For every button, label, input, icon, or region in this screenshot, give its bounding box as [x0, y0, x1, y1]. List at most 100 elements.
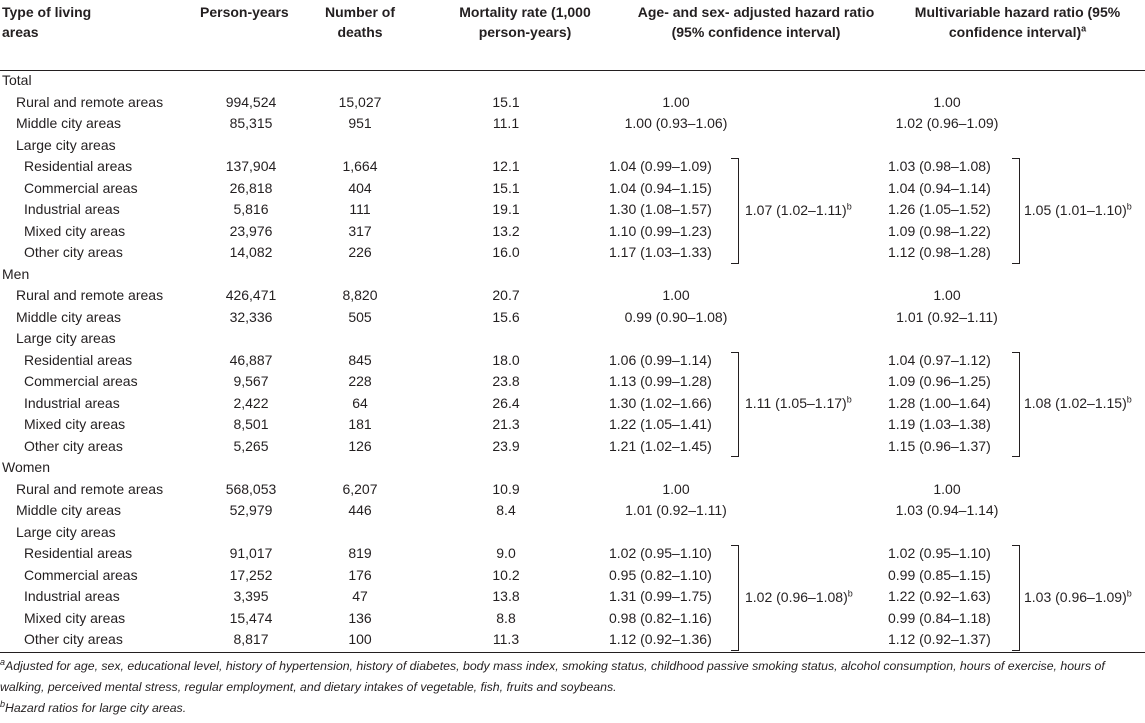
- adjusted-hr-bracket: [731, 351, 739, 457]
- multivariable-hr-cell: 1.03 (0.98–1.08): [888, 158, 991, 174]
- header-mortality: Mortality rate (1,000 person-years): [459, 4, 591, 40]
- mortality-cell: 16.0: [492, 244, 520, 260]
- living-area-label: Commercial areas: [24, 179, 138, 196]
- header-adjusted-hr: Age- and sex- adjusted hazard ratio (95%…: [637, 4, 875, 40]
- mortality-cell: 13.8: [492, 588, 520, 604]
- adjusted-hr-cell: 0.95 (0.82–1.10): [609, 566, 712, 583]
- living-area-label: Industrial areas: [24, 588, 120, 604]
- adjusted-hr-cell: 1.21 (1.02–1.45): [609, 437, 712, 454]
- living-area-label: Residential areas: [24, 545, 133, 561]
- person-years-cell: 91,017: [229, 545, 273, 561]
- footnote-a-mark: a: [0, 656, 6, 667]
- living-area-label: Rural and remote areas: [16, 93, 164, 110]
- mortality-cell: 19.1: [492, 201, 520, 217]
- mortality-cell: 10.2: [492, 566, 520, 583]
- mortality-cell: 8.8: [496, 609, 516, 626]
- person-years-cell: 5,816: [233, 201, 269, 217]
- person-years-cell: 32,336: [229, 308, 273, 325]
- living-area-label: Residential areas: [24, 351, 133, 368]
- living-area-label: Industrial areas: [24, 201, 120, 217]
- pooled-adjusted-hr-value: 1.11 (1.05–1.17): [745, 395, 847, 412]
- multivariable-hr-cell: 1.00: [933, 287, 961, 303]
- deaths-cell: 951: [348, 115, 372, 131]
- section-header-row: Women: [0, 457, 1145, 479]
- person-years-cell: 9,567: [233, 373, 269, 389]
- multivariable-hr-cell: 1.19 (1.03–1.38): [888, 416, 991, 432]
- table-row: Industrial areas 5,816 111 19.1 1.30 (1.08–1…: [0, 199, 1145, 221]
- table-row: Other city areas 14,082 226 16.0 1.17 (1.03–…: [0, 242, 1145, 264]
- multivariable-hr-cell: 1.26 (1.05–1.52): [888, 201, 991, 217]
- multivariable-hr-cell: 1.03 (0.94–1.14): [895, 502, 999, 518]
- person-years-cell: 26,818: [229, 179, 273, 196]
- section-header-row: Men: [0, 264, 1145, 286]
- pooled-multivariable-hr: 1.05 (1.01–1.10)b: [1024, 201, 1132, 219]
- adjusted-hr-cell: 1.00: [662, 93, 690, 110]
- person-years-cell: 46,887: [229, 351, 273, 368]
- footnote-a-text: Adjusted for age, sex, educational level…: [0, 659, 1105, 694]
- adjusted-hr-cell: 0.99 (0.90–1.08): [624, 308, 728, 325]
- header-multivariable-hr-text: Multivariable hazard ratio (95% confiden…: [914, 4, 1121, 40]
- header-person-years: Person-years: [200, 4, 289, 20]
- multivariable-hr-cell: 1.02 (0.96–1.09): [895, 115, 999, 131]
- person-years-cell: 137,904: [225, 158, 277, 174]
- header-deaths: Number of deaths: [325, 4, 395, 40]
- pooled-adjusted-hr-value: 1.07 (1.02–1.11): [745, 201, 847, 218]
- person-years-cell: 14,082: [229, 244, 273, 260]
- pooled-footnote-mark: b: [1126, 588, 1132, 599]
- mortality-cell: 11.1: [492, 115, 520, 131]
- mortality-cell: 23.9: [492, 437, 520, 454]
- deaths-cell: 8,820: [342, 287, 378, 303]
- multivariable-hr-bracket: [1012, 351, 1020, 457]
- multivariable-hr-cell: 0.99 (0.84–1.18): [888, 609, 991, 626]
- person-years-cell: 8,817: [233, 631, 269, 647]
- multivariable-hr-cell: 1.22 (0.92–1.63): [888, 588, 991, 604]
- living-area-label: Other city areas: [24, 631, 123, 647]
- table-row: Mixed city areas 8,501 181 21.3 1.22 (1.05–1…: [0, 414, 1145, 436]
- living-area-label: Middle city areas: [16, 115, 122, 131]
- deaths-cell: 446: [348, 502, 372, 518]
- deaths-cell: 100: [348, 631, 372, 647]
- mortality-cell: 12.1: [492, 158, 520, 174]
- deaths-cell: 1,664: [342, 158, 378, 174]
- table-row: Mixed city areas 23,976 317 13.2 1.10 (0.99–…: [0, 221, 1145, 243]
- table-row: Commercial areas 9,567 228 23.8 1.13 (0.99–1…: [0, 371, 1145, 393]
- mortality-cell: 21.3: [492, 416, 520, 432]
- footnote-b-text: Hazard ratios for large city areas.: [5, 701, 187, 715]
- mortality-cell: 20.7: [492, 287, 520, 303]
- header-type: Type of living areas: [2, 4, 92, 40]
- adjusted-hr-cell: 1.17 (1.03–1.33): [609, 244, 712, 260]
- living-area-label: Rural and remote areas: [16, 480, 164, 497]
- person-years-cell: 5,265: [233, 437, 269, 454]
- deaths-cell: 64: [352, 394, 368, 411]
- person-years-cell: 17,252: [229, 566, 273, 583]
- living-area-label: Other city areas: [24, 244, 123, 260]
- header-footnote-mark: a: [1081, 23, 1087, 34]
- living-area-label: Residential areas: [24, 158, 133, 174]
- multivariable-hr-cell: 1.12 (0.92–1.37): [888, 631, 991, 647]
- multivariable-hr-cell: 1.15 (0.96–1.37): [888, 437, 991, 454]
- person-years-cell: 426,471: [225, 287, 277, 303]
- adjusted-hr-bracket: [731, 545, 739, 651]
- pooled-footnote-mark: b: [1126, 394, 1132, 405]
- section-label: Men: [2, 265, 30, 282]
- table-row: Rural and remote areas 568,053 6,207 10.9 1.…: [0, 479, 1145, 501]
- deaths-cell: 181: [348, 416, 372, 432]
- living-area-label: Middle city areas: [16, 502, 122, 518]
- mortality-cell: 10.9: [492, 480, 520, 497]
- multivariable-hr-bracket: [1012, 158, 1020, 264]
- multivariable-hr-cell: 1.09 (0.96–1.25): [888, 373, 991, 389]
- table-row: Mixed city areas 15,474 136 8.8 0.98 (0.82–1…: [0, 608, 1145, 630]
- living-area-label: Other city areas: [24, 437, 123, 454]
- multivariable-hr-bracket: [1012, 545, 1020, 651]
- pooled-multivariable-hr: 1.08 (1.02–1.15)b: [1024, 394, 1132, 412]
- adjusted-hr-cell: 0.98 (0.82–1.16): [609, 609, 712, 626]
- multivariable-hr-cell: 1.04 (0.94–1.14): [888, 179, 991, 196]
- pooled-adjusted-hr: 1.02 (0.96–1.08)b: [745, 588, 853, 606]
- deaths-cell: 15,027: [338, 93, 382, 110]
- deaths-cell: 176: [348, 566, 372, 583]
- mortality-cell: 18.0: [492, 351, 520, 368]
- table-row: Commercial areas 26,818 404 15.1 1.04 (0.94–…: [0, 178, 1145, 200]
- multivariable-hr-cell: 0.99 (0.85–1.15): [888, 566, 991, 583]
- deaths-cell: 47: [352, 588, 368, 604]
- living-area-label: Large city areas: [16, 136, 116, 153]
